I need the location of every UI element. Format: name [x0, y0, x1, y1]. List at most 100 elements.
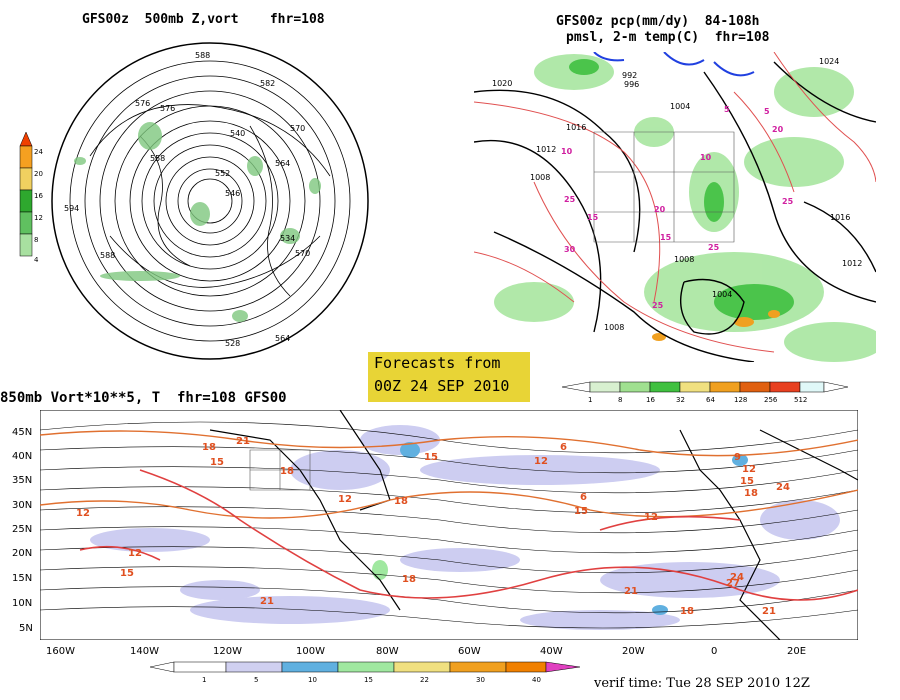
- polar-panel-title: GFS00z 500mb Z,vort fhr=108: [82, 12, 325, 27]
- contour-label: 534: [280, 234, 295, 243]
- isobar-label: 1012: [536, 145, 556, 154]
- lat-label: 5N: [19, 623, 33, 634]
- colorbar-label: 64: [706, 396, 715, 404]
- lon-label: 120W: [213, 646, 242, 657]
- temp-label: 21: [260, 596, 274, 607]
- temp-label: 30: [564, 245, 576, 254]
- isobar-label: 996: [624, 80, 639, 89]
- temp-label: 18: [394, 496, 408, 507]
- lat-label: 45N: [12, 427, 33, 438]
- isobar-label: 1008: [674, 255, 694, 264]
- isobar-label: 1008: [604, 323, 624, 332]
- contour-label: 582: [260, 79, 275, 88]
- temp-label: 18: [744, 488, 758, 499]
- temp-label: 21: [624, 586, 638, 597]
- temp-label: 21: [762, 606, 776, 617]
- temp-label: 18: [202, 442, 216, 453]
- lat-label: 25N: [12, 524, 33, 535]
- colorbar-label: 12: [34, 214, 43, 222]
- forecast-box-line1: Forecasts from: [374, 354, 501, 372]
- contour-label: 588: [100, 251, 115, 260]
- precip-pmsl-map: 1020 1016 1012 1008 1004 992 996 1024 10…: [474, 52, 876, 362]
- vort850-panel-title: 850mb Vort*10**5, T fhr=108 GFS00: [0, 390, 287, 406]
- vort850-colorbar: 1 5 10 15 22 30 40: [150, 661, 581, 684]
- lon-label: 60W: [458, 646, 481, 657]
- temp-label: 15: [120, 568, 134, 579]
- contour-label: 540: [230, 129, 245, 138]
- lat-label: 20N: [12, 548, 33, 559]
- temp-label: 5: [724, 105, 730, 114]
- colorbar-label: 128: [734, 396, 747, 404]
- temp-label: 25: [652, 301, 664, 310]
- lon-label: 0: [711, 646, 718, 657]
- lat-label: 15N: [12, 573, 33, 584]
- isobar-label: 992: [622, 71, 637, 80]
- colorbar-label: 16: [646, 396, 655, 404]
- colorbar-label: 5: [254, 676, 258, 684]
- contour-label: 588: [195, 51, 210, 60]
- colorbar-label: 1: [202, 676, 206, 684]
- contour-label: 564: [275, 334, 290, 343]
- colorbar-label: 40: [532, 676, 541, 684]
- precip-panel-title-1: GFS00z pcp(mm/dy) 84-108h: [556, 14, 760, 29]
- temp-label: 27: [726, 578, 740, 589]
- contour-label: 570: [290, 124, 305, 133]
- polar-colorbar: 24 20 16 12 8 4: [19, 132, 43, 264]
- colorbar-label: 20: [34, 170, 43, 178]
- temp-label: 12: [76, 508, 90, 519]
- colorbar-label: 32: [676, 396, 685, 404]
- temp-label: 6: [580, 492, 587, 503]
- temp-label: 5: [764, 107, 770, 116]
- colorbar-label: 1: [588, 396, 592, 404]
- colorbar-label: 256: [764, 396, 778, 404]
- contour-label: 576: [160, 104, 175, 113]
- temp-label: 10: [561, 147, 573, 156]
- temp-label: 15: [424, 452, 438, 463]
- lon-label: 80W: [376, 646, 399, 657]
- temp-label: 12: [644, 512, 658, 523]
- isobar-label: 1004: [712, 290, 732, 299]
- contour-label: 570: [295, 249, 310, 258]
- colorbar-label: 16: [34, 192, 43, 200]
- temp-label: 15: [587, 213, 599, 222]
- precip-panel-title-2: pmsl, 2-m temp(C) fhr=108: [566, 30, 770, 45]
- lon-label: 20E: [787, 646, 807, 657]
- temp-label: 25: [708, 243, 720, 252]
- temp-label: 15: [740, 476, 754, 487]
- temp-label: 24: [776, 482, 790, 493]
- temp-label: 15: [660, 233, 672, 242]
- colorbar-label: 8: [618, 396, 622, 404]
- isobar-label: 1024: [819, 57, 839, 66]
- contour-label: 558: [150, 154, 165, 163]
- temp-label: 12: [128, 548, 142, 559]
- temp-label: 20: [654, 205, 666, 214]
- lon-label: 40W: [540, 646, 563, 657]
- temp-label: 25: [564, 195, 576, 204]
- contour-label: 564: [275, 159, 290, 168]
- temp-label: 9: [734, 452, 741, 463]
- lon-label: 100W: [296, 646, 325, 657]
- colorbar-label: 512: [794, 396, 807, 404]
- temp-label: 12: [534, 456, 548, 467]
- isobar-label: 1020: [492, 79, 512, 88]
- colorbar-label: 8: [34, 236, 38, 244]
- verif-time: verif time: Tue 28 SEP 2010 12Z: [594, 676, 810, 691]
- contour-label: 594: [64, 204, 79, 213]
- colorbar-label: 24: [34, 148, 43, 156]
- lon-label: 20W: [622, 646, 645, 657]
- temp-label: 24: [730, 572, 744, 583]
- contour-label: 528: [225, 339, 240, 348]
- lon-label: 140W: [130, 646, 159, 657]
- precip-colorbar: 1 8 16 32 64 128 256 512: [562, 381, 849, 404]
- lat-label: 40N: [12, 451, 33, 462]
- temp-label: 6: [560, 442, 567, 453]
- temp-label: 21: [236, 436, 250, 447]
- temp-label: 18: [280, 466, 294, 477]
- temp-label: 25: [782, 197, 794, 206]
- temp-label: 12: [742, 464, 756, 475]
- isobar-label: 1016: [566, 123, 586, 132]
- lat-label: 30N: [12, 500, 33, 511]
- colorbar-label: 30: [476, 676, 485, 684]
- lon-label: 160W: [46, 646, 75, 657]
- temp-label: 18: [402, 574, 416, 585]
